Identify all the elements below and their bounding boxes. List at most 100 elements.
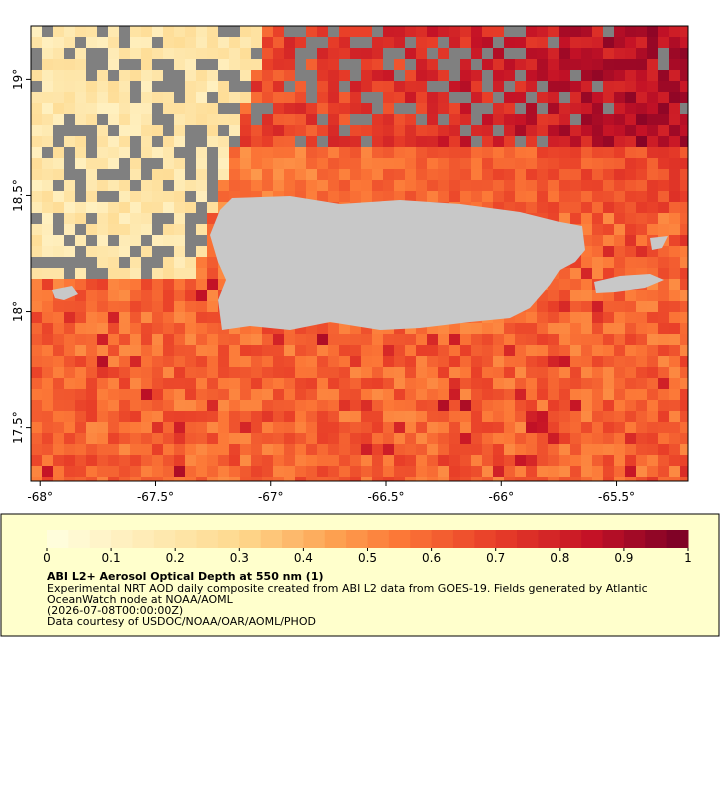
aod-cell	[141, 356, 152, 367]
aod-cell	[64, 70, 75, 81]
aod-cell	[537, 114, 548, 125]
aod-cell	[141, 180, 152, 191]
aod-cell	[31, 224, 42, 235]
aod-cell	[394, 48, 405, 59]
aod-cell	[42, 191, 53, 202]
aod-cell	[53, 92, 64, 103]
aod-cell	[108, 400, 119, 411]
aod-cell	[658, 279, 669, 290]
aod-cell	[53, 367, 64, 378]
aod-cell	[152, 224, 163, 235]
aod-cell	[75, 257, 86, 268]
aod-cell	[493, 345, 504, 356]
aod-cell	[273, 103, 284, 114]
aod-cell	[636, 323, 647, 334]
aod-cell	[581, 246, 592, 257]
aod-cell	[328, 70, 339, 81]
aod-cell	[592, 224, 603, 235]
aod-cell	[42, 26, 53, 37]
aod-cell	[196, 290, 207, 301]
aod-cell	[64, 268, 75, 279]
aod-cell	[53, 235, 64, 246]
aod-cell	[152, 202, 163, 213]
aod-cell	[306, 70, 317, 81]
aod-cell	[207, 301, 218, 312]
aod-cell	[581, 400, 592, 411]
aod-cell	[361, 400, 372, 411]
aod-cell	[669, 455, 680, 466]
aod-cell	[240, 389, 251, 400]
aod-cell	[383, 180, 394, 191]
aod-cell	[317, 367, 328, 378]
aod-cell	[42, 334, 53, 345]
aod-cell	[625, 125, 636, 136]
aod-cell	[438, 191, 449, 202]
aod-cell	[42, 158, 53, 169]
aod-cell	[328, 345, 339, 356]
colorbar-swatch	[196, 530, 219, 548]
aod-cell	[339, 378, 350, 389]
aod-cell	[119, 92, 130, 103]
aod-cell	[86, 323, 97, 334]
legend-title: ABI L2+ Aerosol Optical Depth at 550 nm …	[47, 570, 324, 583]
aod-cell	[229, 125, 240, 136]
aod-cell	[537, 202, 548, 213]
aod-cell	[394, 466, 405, 477]
aod-cell	[251, 400, 262, 411]
aod-cell	[119, 202, 130, 213]
aod-cell	[295, 433, 306, 444]
aod-cell	[471, 477, 482, 481]
aod-cell	[306, 26, 317, 37]
aod-cell	[328, 422, 339, 433]
aod-cell	[141, 323, 152, 334]
aod-cell	[383, 70, 394, 81]
aod-cell	[97, 224, 108, 235]
aod-cell	[218, 92, 229, 103]
aod-cell	[405, 466, 416, 477]
aod-cell	[273, 180, 284, 191]
aod-cell	[482, 477, 493, 481]
aod-cell	[196, 422, 207, 433]
aod-cell	[42, 477, 53, 481]
aod-cell	[636, 290, 647, 301]
aod-cell	[108, 290, 119, 301]
aod-cell	[636, 191, 647, 202]
aod-cell	[592, 257, 603, 268]
aod-cell	[240, 169, 251, 180]
aod-cell	[108, 59, 119, 70]
aod-cell	[526, 202, 537, 213]
aod-cell	[273, 169, 284, 180]
aod-cell	[31, 158, 42, 169]
aod-cell	[31, 114, 42, 125]
aod-cell	[207, 312, 218, 323]
aod-cell	[185, 169, 196, 180]
aod-cell	[75, 213, 86, 224]
aod-cell	[570, 59, 581, 70]
aod-cell	[625, 323, 636, 334]
aod-cell	[251, 356, 262, 367]
aod-cell	[86, 37, 97, 48]
aod-cell	[614, 444, 625, 455]
aod-cell	[185, 389, 196, 400]
aod-cell	[658, 92, 669, 103]
colorbar-swatch	[388, 530, 411, 548]
aod-cell	[306, 114, 317, 125]
aod-cell	[636, 235, 647, 246]
aod-cell	[86, 477, 97, 481]
aod-cell	[526, 81, 537, 92]
aod-cell	[603, 136, 614, 147]
aod-cell	[53, 147, 64, 158]
aod-cell	[174, 422, 185, 433]
aod-cell	[603, 411, 614, 422]
aod-cell	[141, 257, 152, 268]
aod-cell	[339, 433, 350, 444]
aod-cell	[163, 268, 174, 279]
aod-cell	[438, 411, 449, 422]
aod-cell	[86, 389, 97, 400]
aod-cell	[614, 312, 625, 323]
aod-cell	[647, 400, 658, 411]
aod-cell	[680, 301, 688, 312]
aod-cell	[86, 180, 97, 191]
aod-cell	[548, 466, 559, 477]
aod-cell	[515, 81, 526, 92]
